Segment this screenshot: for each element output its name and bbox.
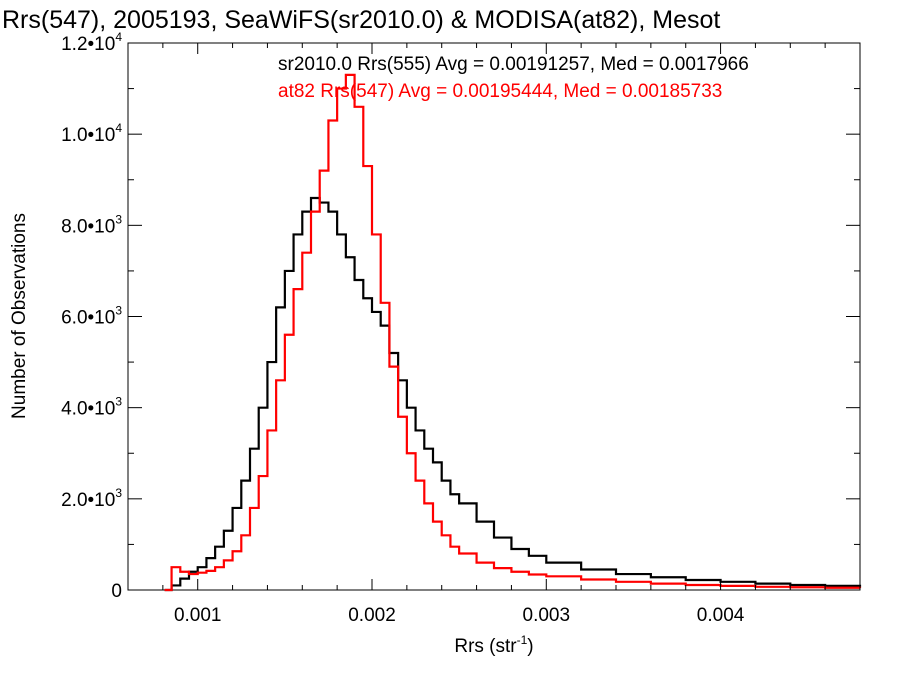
x-tick-label: 0.002 xyxy=(348,605,396,626)
x-axis-label-superscript: -1 xyxy=(517,633,528,647)
y-tick-label: 1.0•104 xyxy=(61,121,122,146)
x-tick-label: 0.001 xyxy=(174,605,222,626)
y-tick-exponent: 3 xyxy=(115,395,122,409)
annotation-black: sr2010.0 Rrs(555) Avg = 0.00191257, Med … xyxy=(278,54,749,75)
y-tick-exponent: 3 xyxy=(115,212,122,226)
axis-ticks: 0.001 0.002 0.003 0.004 0 2.0•103 4.0•103 6.0•1… xyxy=(61,30,861,626)
y-tick-label: 1.2•104 xyxy=(61,30,122,55)
y-tick-label: 6.0•103 xyxy=(61,304,122,329)
x-tick-label: 0.004 xyxy=(697,605,745,626)
y-tick-exponent: 4 xyxy=(115,121,122,135)
y-tick-exponent: 3 xyxy=(115,304,122,318)
series-line-0 xyxy=(164,196,862,592)
series-line-1 xyxy=(164,73,862,592)
y-axis-label: Number of Observations xyxy=(9,213,30,419)
x-tick-label: 0.003 xyxy=(523,605,571,626)
y-tick-label: 2.0•103 xyxy=(61,486,122,511)
y-tick-exponent: 4 xyxy=(115,30,122,44)
x-axis-label: Rrs (str-1) xyxy=(454,633,533,657)
y-tick-label: 4.0•103 xyxy=(61,395,122,420)
chart-title: Rrs(547), 2005193, SeaWiFS(sr2010.0) & M… xyxy=(2,6,720,34)
chart-marks xyxy=(164,73,862,592)
x-axis-label-close: ) xyxy=(527,636,533,657)
annotation-red: at82 Rrs(547) Avg = 0.00195444, Med = 0.… xyxy=(278,81,722,102)
y-tick-label: 0 xyxy=(111,581,122,602)
y-tick-label: 8.0•103 xyxy=(61,212,122,237)
y-tick-exponent: 3 xyxy=(115,486,122,500)
